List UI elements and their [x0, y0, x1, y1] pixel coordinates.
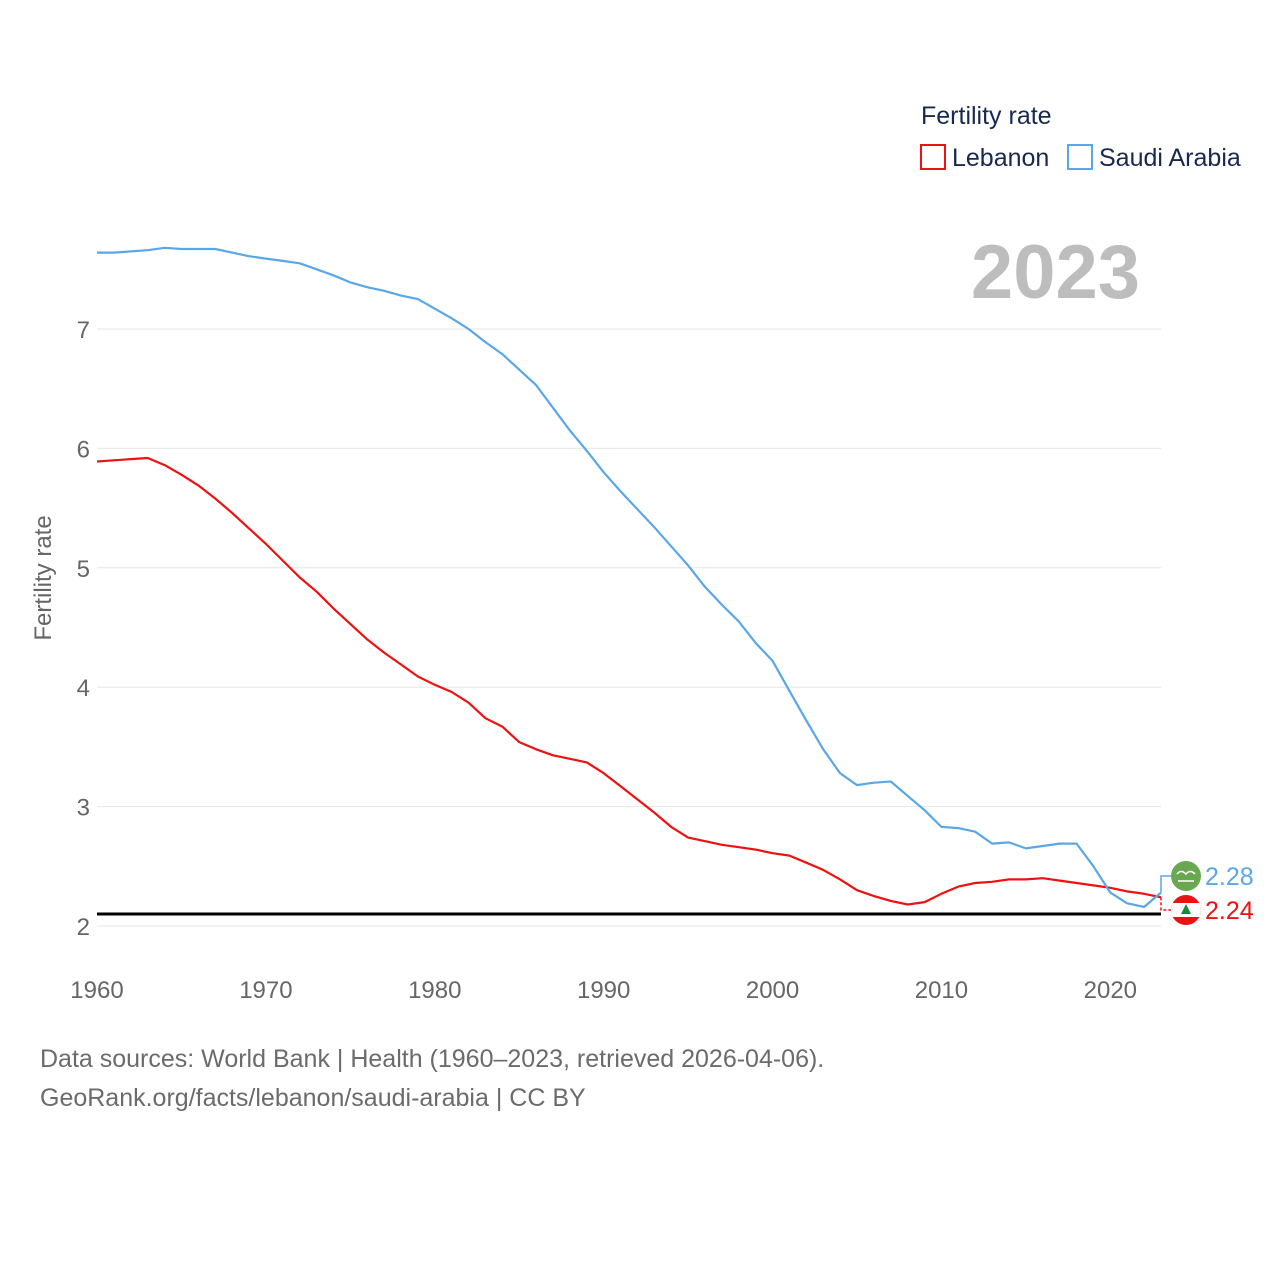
lebanon-end-value: 2.24	[1205, 897, 1254, 925]
y-tick-label: 6	[77, 436, 90, 463]
saudi-arabia-end-value: 2.28	[1205, 863, 1254, 891]
legend: Fertility rate Lebanon Saudi Arabia	[920, 102, 1241, 172]
series-lines	[96, 246, 1162, 909]
legend-swatch-lebanon[interactable]	[920, 144, 946, 170]
y-tick-label: 3	[77, 795, 90, 822]
source-line: Data sources: World Bank | Health (1960–…	[40, 1045, 825, 1073]
legend-swatch-saudi-arabia[interactable]	[1067, 144, 1093, 170]
y-axis-ticks: 2 3 4 5 6 7	[77, 317, 90, 941]
x-tick-label: 1990	[577, 977, 630, 1004]
saudi-arabia-connector	[1160, 875, 1171, 893]
legend-title: Fertility rate	[921, 102, 1052, 130]
year-label: 2023	[971, 230, 1140, 315]
x-tick-label: 1980	[408, 977, 461, 1004]
attribution-line[interactable]: GeoRank.org/facts/lebanon/saudi-arabia |…	[40, 1084, 586, 1112]
legend-item-lebanon[interactable]: Lebanon	[952, 144, 1049, 172]
x-tick-label: 1970	[239, 977, 292, 1004]
lebanon-connector	[1160, 897, 1171, 911]
lebanon-flag-icon	[1171, 895, 1201, 925]
y-tick-label: 2	[77, 914, 90, 941]
y-axis-label: Fertility rate	[30, 515, 57, 640]
series-line-lebanon[interactable]	[96, 456, 1162, 906]
x-axis-ticks: 1960 1970 1980 1990 2000 2010 2020	[70, 977, 1137, 1004]
end-labels: 2.28 2.24	[1160, 861, 1254, 925]
x-tick-label: 2010	[915, 977, 968, 1004]
x-tick-label: 2000	[746, 977, 799, 1004]
x-tick-label: 1960	[70, 977, 123, 1004]
y-tick-label: 4	[77, 675, 90, 702]
x-tick-label: 2020	[1084, 977, 1137, 1004]
saudi-arabia-flag-icon	[1171, 861, 1201, 891]
grid-lines	[97, 328, 1161, 927]
series-line-saudi-arabia[interactable]	[97, 246, 1162, 909]
saudi-arabia-flag-emblem	[1176, 870, 1196, 882]
y-tick-label: 5	[77, 556, 90, 583]
y-tick-label: 7	[77, 317, 90, 344]
legend-item-saudi-arabia[interactable]: Saudi Arabia	[1099, 144, 1241, 172]
